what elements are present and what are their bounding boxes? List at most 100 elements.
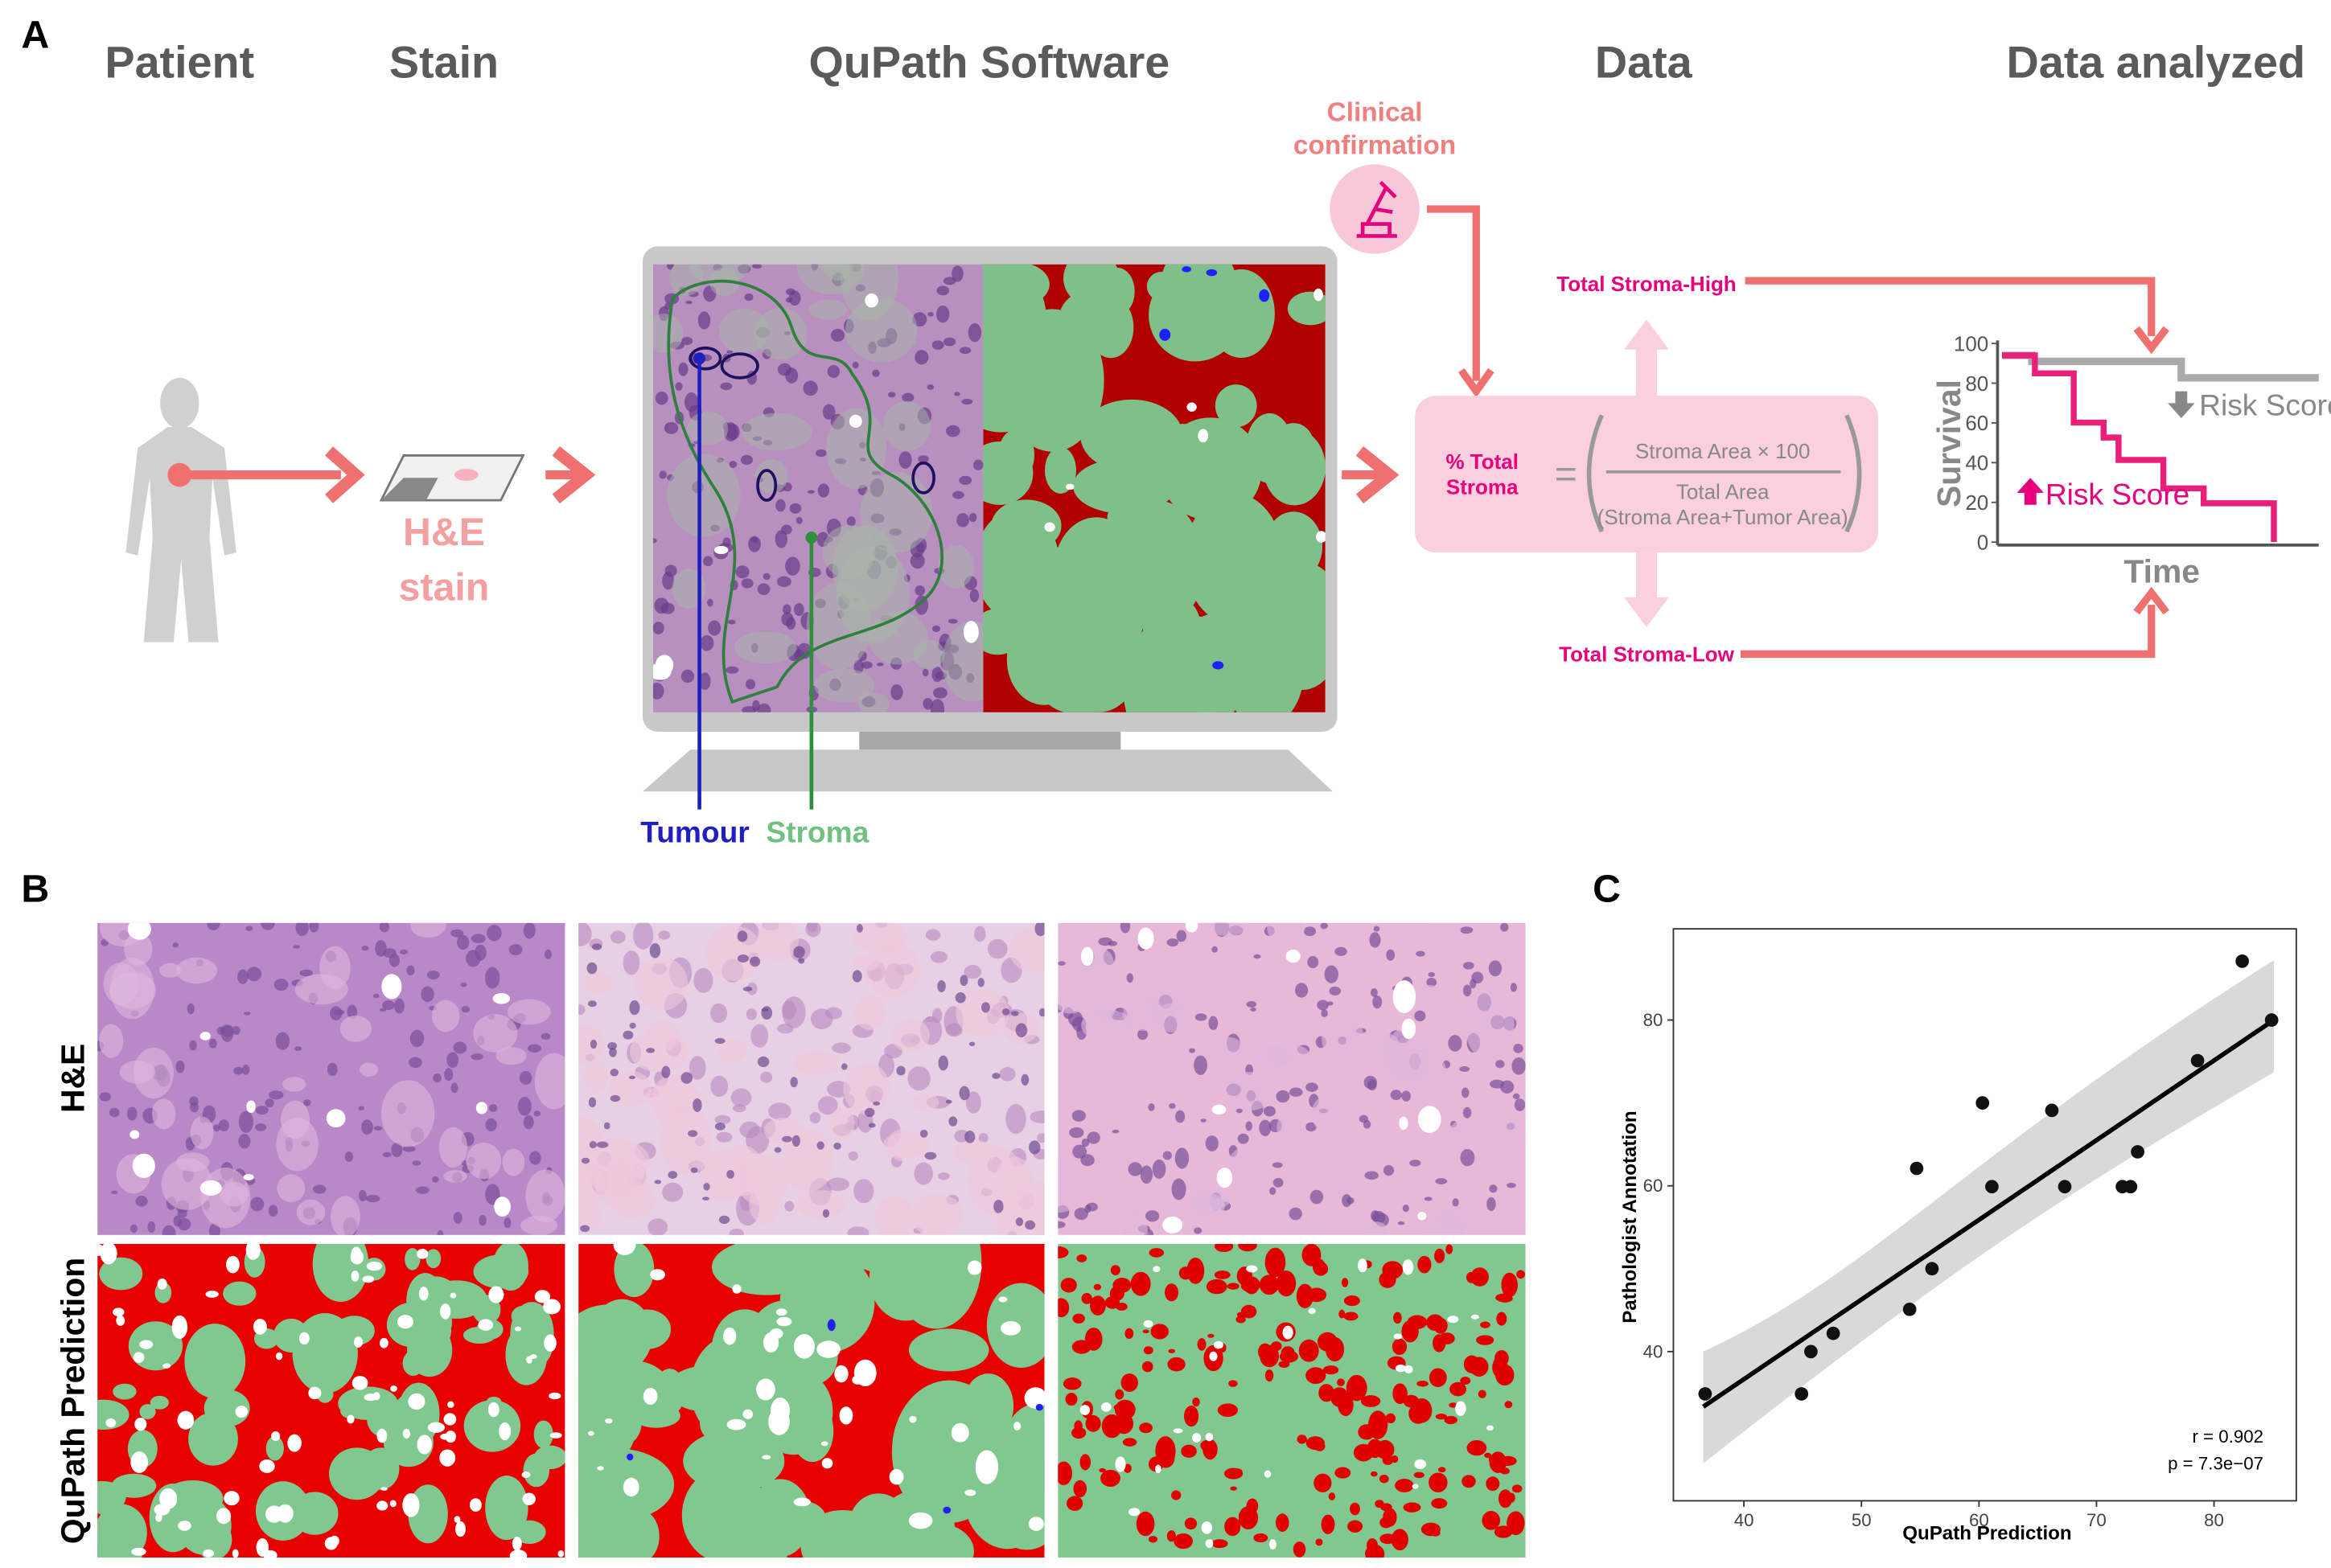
tissue-texture [1065, 1393, 1078, 1406]
tissue-texture [287, 1434, 302, 1452]
tissue-texture [359, 1062, 379, 1077]
tissue-texture [1069, 1127, 1084, 1139]
tissue-texture [1181, 1444, 1197, 1458]
tissue-texture [750, 1024, 769, 1048]
tissue-texture [699, 672, 711, 690]
tissue-texture [793, 946, 805, 958]
tissue-texture [1237, 1133, 1249, 1144]
tissue-texture [1391, 1529, 1408, 1551]
tissue-texture [762, 1455, 771, 1459]
tissue-texture [1486, 1476, 1500, 1492]
tissue-texture [757, 922, 800, 962]
tissue-texture [648, 1218, 668, 1235]
tissue-texture [1369, 932, 1381, 948]
tissue-texture [1489, 1184, 1498, 1193]
tissue-texture [1448, 1035, 1462, 1052]
tissue-texture [1058, 1246, 1069, 1258]
tissue-texture [1240, 1304, 1257, 1319]
tissue-texture [253, 1319, 267, 1335]
tissue-texture [1165, 1283, 1179, 1302]
tissue-texture [557, 1550, 565, 1558]
tissue-texture [1182, 266, 1191, 273]
tissue-texture [273, 979, 289, 991]
tissue-texture [726, 1169, 734, 1179]
point [1698, 1387, 1712, 1401]
tissue-texture [1001, 1008, 1010, 1016]
tissue-texture [133, 1352, 145, 1363]
tissue-texture [1305, 1367, 1326, 1385]
tissue-texture [521, 1472, 531, 1479]
tissue-texture [1341, 1278, 1349, 1287]
tissue-texture [1500, 922, 1509, 932]
tissue-texture [1431, 1498, 1448, 1509]
tissue-texture [1205, 1539, 1214, 1548]
tissue-texture [469, 1498, 482, 1513]
tissue-texture [1324, 965, 1338, 983]
tissue-texture [578, 1372, 638, 1471]
tissue-texture [1462, 984, 1472, 997]
tissue-texture [543, 1299, 561, 1315]
tissue-texture [1100, 1402, 1112, 1412]
tissue-texture [908, 1328, 989, 1372]
tissue-texture [175, 957, 218, 984]
tissue-texture [439, 1449, 456, 1467]
tissue-texture [1192, 1398, 1200, 1407]
tissue-texture [898, 451, 912, 469]
tissue-texture [1470, 1314, 1480, 1320]
tissue-texture [1482, 1510, 1501, 1530]
tissue-texture [969, 589, 980, 602]
tissue-texture [1364, 1171, 1379, 1180]
tissue-texture [1511, 1484, 1523, 1493]
risk-label: Risk Score [2199, 388, 2331, 421]
tissue-texture [606, 1142, 651, 1183]
tissue-texture [265, 1505, 283, 1523]
tissue-texture [216, 1508, 232, 1525]
tissue-texture [1488, 960, 1503, 977]
tissue-texture [1343, 1295, 1360, 1307]
tissue-texture [623, 1030, 634, 1040]
tissue-texture [1320, 922, 1329, 930]
tissue-texture [1452, 1198, 1459, 1207]
clinical-label: Clinical [1327, 97, 1423, 127]
tissue-texture [523, 1114, 534, 1130]
tissue-texture [241, 1065, 250, 1075]
tissue-texture [1001, 309, 1104, 452]
tissue-texture [629, 1022, 636, 1029]
tissue-texture [1035, 1403, 1043, 1411]
header: Data analyzed [2007, 38, 2306, 88]
tissue-texture [1414, 1010, 1426, 1022]
tissue-texture [1435, 1414, 1447, 1420]
tissue-texture [1071, 1340, 1092, 1354]
tissue-texture [1034, 922, 1045, 937]
tissue-texture [902, 392, 915, 403]
tissue-texture [1402, 1205, 1409, 1213]
tissue-texture [260, 922, 275, 930]
tissue-image [97, 922, 565, 1235]
tissue-texture [126, 1106, 138, 1121]
tissue-texture [793, 1334, 815, 1359]
tissue-texture [716, 1131, 733, 1143]
tissue-texture [1198, 429, 1209, 443]
tissue-texture [693, 967, 713, 993]
tissue-texture [1507, 1511, 1525, 1536]
tissue-texture [1408, 1403, 1429, 1424]
tissue-texture [1076, 1254, 1087, 1262]
tissue-texture [1168, 1348, 1176, 1353]
tissue-texture [418, 1287, 429, 1301]
tissue-texture [1155, 1464, 1161, 1474]
tissue-texture [783, 604, 791, 615]
tissue-texture [502, 1148, 525, 1176]
tissue-texture [312, 1184, 327, 1194]
tissue-texture [631, 1403, 680, 1428]
point [2058, 1180, 2072, 1194]
tissue-texture [1013, 1422, 1022, 1430]
tissue-texture [1100, 1469, 1120, 1487]
tissue-texture [742, 987, 753, 992]
tissue-texture [351, 1270, 360, 1282]
tissue-texture [833, 1142, 841, 1150]
tissue-texture [876, 662, 884, 667]
tissue-texture [1500, 1080, 1515, 1094]
tissue-texture [273, 1318, 309, 1353]
x-tick-label: 80 [2204, 1510, 2224, 1530]
tissue-texture [1486, 1425, 1494, 1431]
